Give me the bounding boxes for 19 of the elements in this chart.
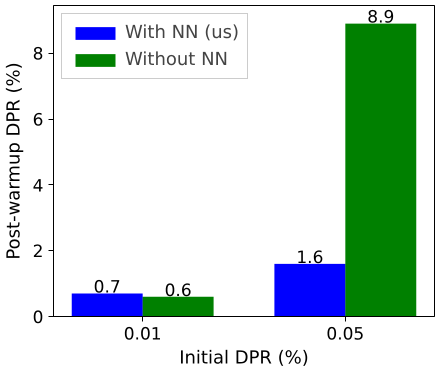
bar xyxy=(72,293,143,316)
data-label: 1.6 xyxy=(296,248,324,268)
data-label: 0.7 xyxy=(94,277,121,298)
x-tick-label: 0.05 xyxy=(326,324,364,344)
bar xyxy=(345,24,416,316)
x-tick-label: 0.01 xyxy=(124,324,162,344)
y-tick-label: 4 xyxy=(32,176,44,196)
bar xyxy=(274,264,346,316)
data-label: 0.6 xyxy=(164,280,192,301)
y-tick-label: 8 xyxy=(32,44,44,65)
data-label: 8.9 xyxy=(367,8,394,28)
y-axis-title: Post-warmup DPR (%) xyxy=(4,62,25,260)
x-axis-title: Initial DPR (%) xyxy=(179,348,309,368)
legend-label: With NN (us) xyxy=(125,22,240,43)
legend-label: Without NN xyxy=(125,49,228,70)
y-tick-label: 0 xyxy=(32,308,44,328)
y-tick-label: 2 xyxy=(32,242,44,262)
y-tick-label: 6 xyxy=(32,110,44,131)
bar xyxy=(142,296,214,316)
